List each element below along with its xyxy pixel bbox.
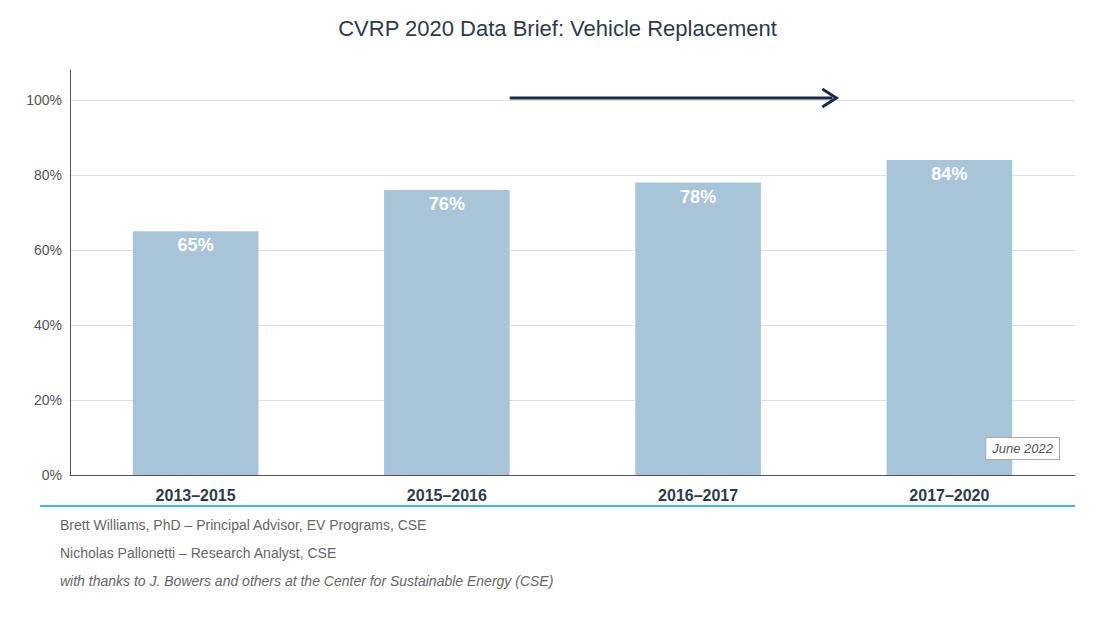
svg-text:2016–2017: 2016–2017: [658, 487, 738, 504]
svg-text:Nicholas Pallonetti – Research: Nicholas Pallonetti – Research Analyst, …: [60, 545, 336, 561]
svg-text:20%: 20%: [34, 392, 62, 408]
svg-text:65%: 65%: [178, 235, 214, 255]
svg-text:100%: 100%: [26, 92, 62, 108]
svg-text:40%: 40%: [34, 317, 62, 333]
svg-text:CVRP 2020 Data Brief: Vehicle: CVRP 2020 Data Brief: Vehicle Replacemen…: [338, 16, 777, 41]
svg-text:60%: 60%: [34, 242, 62, 258]
svg-text:84%: 84%: [931, 164, 967, 184]
svg-text:2015–2016: 2015–2016: [407, 487, 487, 504]
svg-text:0%: 0%: [42, 467, 62, 483]
svg-text:with thanks to J. Bowers and o: with thanks to J. Bowers and others at t…: [60, 573, 553, 589]
svg-text:2017–2020: 2017–2020: [909, 487, 989, 504]
svg-text:80%: 80%: [34, 167, 62, 183]
svg-text:June 2022: June 2022: [991, 441, 1053, 456]
svg-text:2013–2015: 2013–2015: [156, 487, 236, 504]
svg-text:Brett Williams, PhD – Principa: Brett Williams, PhD – Principal Advisor,…: [60, 517, 426, 533]
svg-text:78%: 78%: [680, 187, 716, 207]
svg-text:76%: 76%: [429, 194, 465, 214]
